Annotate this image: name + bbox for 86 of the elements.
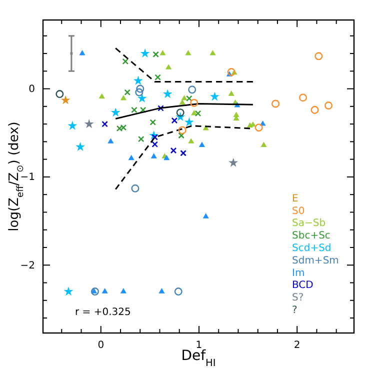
point bbox=[162, 89, 172, 98]
point bbox=[202, 213, 209, 218]
point bbox=[227, 68, 236, 76]
point bbox=[110, 108, 120, 117]
point bbox=[64, 286, 74, 296]
point bbox=[152, 51, 159, 58]
y-tick-label: 0 bbox=[28, 84, 35, 95]
point bbox=[135, 88, 144, 96]
point bbox=[140, 106, 146, 114]
point bbox=[79, 50, 86, 56]
point bbox=[188, 138, 194, 144]
point bbox=[133, 76, 143, 85]
point bbox=[150, 119, 156, 126]
point bbox=[310, 106, 319, 114]
point bbox=[174, 288, 182, 296]
point bbox=[98, 93, 105, 98]
point bbox=[152, 141, 158, 148]
point bbox=[186, 95, 192, 102]
point bbox=[298, 94, 307, 102]
point bbox=[188, 86, 196, 94]
point bbox=[233, 112, 240, 117]
x-tick-label: 0 bbox=[98, 340, 104, 352]
point bbox=[140, 48, 150, 58]
point bbox=[198, 142, 205, 147]
point bbox=[102, 288, 108, 294]
point bbox=[260, 142, 267, 147]
point bbox=[128, 154, 134, 160]
annotation: r = +0.325 bbox=[75, 307, 131, 318]
point bbox=[120, 94, 126, 100]
point bbox=[68, 120, 78, 130]
text: S0 bbox=[292, 206, 305, 217]
point bbox=[137, 93, 147, 103]
point bbox=[124, 89, 131, 96]
text: S? bbox=[292, 292, 304, 304]
point bbox=[210, 50, 216, 56]
point bbox=[324, 102, 332, 110]
y-tick-label: −1 bbox=[20, 172, 35, 184]
point bbox=[158, 288, 165, 294]
point bbox=[178, 132, 184, 139]
point bbox=[166, 64, 172, 70]
point bbox=[138, 136, 144, 142]
point bbox=[185, 50, 192, 56]
point bbox=[152, 134, 158, 140]
point bbox=[160, 50, 166, 56]
text: BCD bbox=[292, 280, 314, 292]
x-tick-label: 2 bbox=[294, 340, 300, 352]
y-tick-label: −2 bbox=[20, 260, 35, 272]
point bbox=[136, 84, 144, 93]
text: Scd+Sd bbox=[292, 243, 332, 254]
point bbox=[90, 288, 99, 296]
text: ? bbox=[292, 305, 298, 316]
point bbox=[150, 153, 157, 158]
point bbox=[210, 92, 220, 101]
point bbox=[60, 95, 70, 104]
point bbox=[272, 100, 280, 108]
point bbox=[102, 120, 108, 128]
point bbox=[108, 138, 114, 144]
point bbox=[158, 105, 164, 112]
text: Im bbox=[292, 268, 305, 279]
point bbox=[170, 147, 177, 154]
text: E bbox=[292, 193, 298, 204]
point bbox=[122, 58, 129, 65]
point bbox=[184, 117, 194, 126]
point bbox=[178, 126, 186, 134]
point bbox=[228, 90, 234, 96]
point bbox=[120, 124, 127, 131]
point bbox=[84, 119, 94, 128]
text: Sdm+Sm bbox=[292, 255, 339, 266]
text: Sbc+Sc bbox=[292, 230, 330, 242]
point bbox=[171, 117, 178, 124]
point bbox=[190, 98, 198, 107]
point bbox=[131, 184, 140, 192]
point bbox=[314, 52, 323, 60]
point bbox=[254, 124, 263, 132]
point bbox=[194, 110, 202, 117]
point bbox=[191, 110, 198, 116]
point bbox=[131, 106, 138, 114]
text: Sa−Sb bbox=[292, 218, 326, 230]
point bbox=[76, 142, 86, 152]
point bbox=[228, 158, 238, 167]
point bbox=[56, 90, 64, 98]
point bbox=[180, 150, 186, 156]
point bbox=[154, 74, 161, 80]
point bbox=[176, 108, 184, 117]
point bbox=[120, 288, 126, 294]
point bbox=[116, 125, 123, 132]
